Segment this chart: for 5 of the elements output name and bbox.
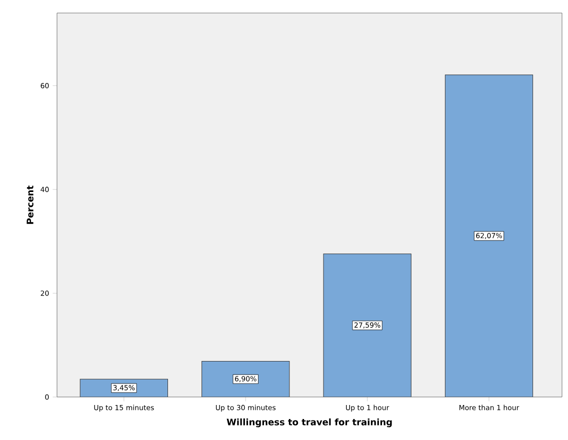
bar: [323, 254, 412, 397]
bar: [202, 361, 290, 397]
bar: [444, 74, 534, 397]
x-axis-title: Willingness to travel for training: [226, 418, 392, 428]
y-axis-title: Percent: [26, 186, 34, 224]
